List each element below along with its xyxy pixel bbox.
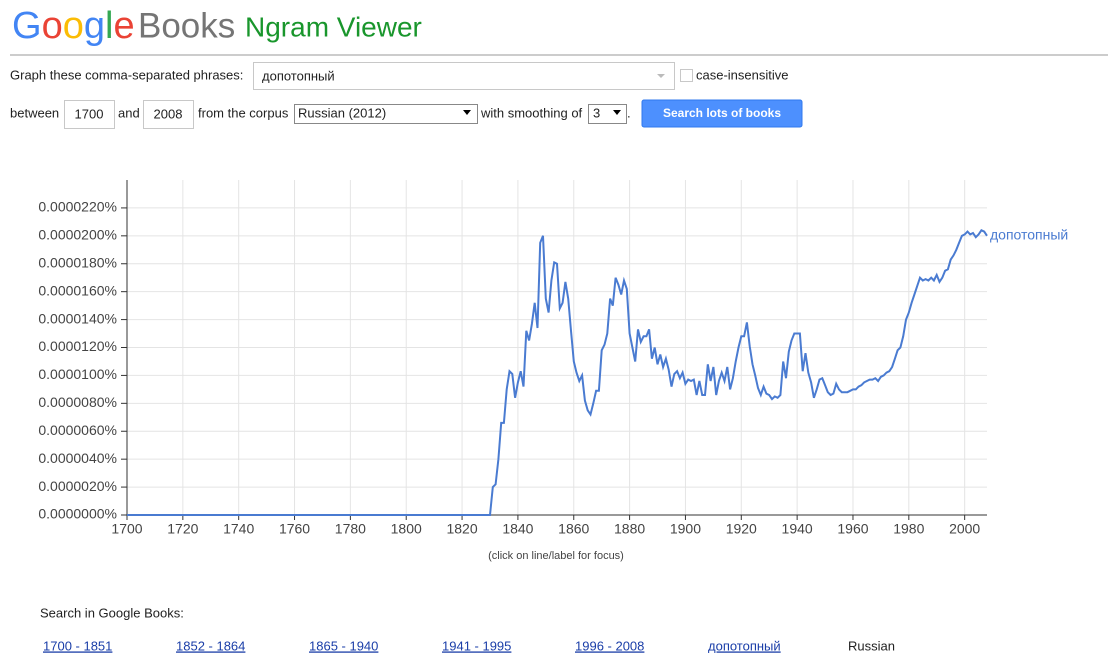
phrases-input[interactable] — [253, 62, 675, 90]
logo-letter: e — [113, 5, 134, 47]
search-link[interactable]: 1700 - 1851 — [43, 638, 112, 653]
end-year: 2008 — [154, 106, 183, 121]
search-link[interactable]: 1852 - 1864 — [176, 638, 245, 653]
chart: 0.0000000% 0.0000020% 0.0000040% 0.0000060%… — [38, 180, 1068, 537]
phrases-label: Graph these comma-separated phrases: — [10, 67, 243, 82]
x-tick-label: 1820 — [446, 521, 477, 537]
y-tick-label: 0.0000120% — [38, 338, 117, 354]
x-tick-label: 1940 — [782, 521, 813, 537]
y-tick-label: 0.0000200% — [38, 227, 117, 243]
corpus-select[interactable] — [294, 104, 478, 124]
search-corpus: Russian — [848, 638, 895, 653]
x-tick-label: 1780 — [335, 521, 366, 537]
x-tick-label: 1740 — [223, 521, 254, 537]
start-year-input[interactable] — [64, 100, 115, 129]
x-tick-label: 1920 — [726, 521, 757, 537]
chart-note: (click on line/label for focus) — [488, 550, 624, 562]
y-tick-label: 0.0000100% — [38, 366, 117, 382]
y-tick-label: 0.0000020% — [38, 478, 117, 494]
x-tick-label: 2000 — [949, 521, 980, 537]
start-year: 1700 — [75, 106, 104, 121]
search-label: Search in Google Books: — [40, 605, 184, 620]
between-label: between — [10, 105, 59, 120]
search-button-label: Search lots of books — [663, 106, 781, 120]
x-tick-label: 1840 — [502, 521, 533, 537]
logo-letter: g — [84, 5, 105, 47]
logo-letter: l — [105, 5, 113, 47]
x-tick-label: 1900 — [670, 521, 701, 537]
y-tick-label: 0.0000180% — [38, 254, 117, 270]
y-tick-label: 0.0000040% — [38, 450, 117, 466]
product-name: Ngram Viewer — [245, 11, 422, 42]
y-tick-label: 0.0000140% — [38, 310, 117, 326]
phrases-value: допотопный — [262, 68, 335, 83]
logo-google: Google — [12, 5, 135, 47]
and-label: and — [118, 105, 140, 120]
x-tick-label: 1720 — [167, 521, 198, 537]
select-arrow — [463, 110, 471, 115]
logo-letter: G — [12, 5, 42, 47]
logo-letter: o — [63, 5, 84, 47]
search-link[interactable]: 1996 - 2008 — [575, 638, 644, 653]
corpus-label: from the corpus — [198, 105, 289, 120]
x-tick-label: 1960 — [837, 521, 868, 537]
checkbox[interactable] — [680, 69, 693, 82]
series-label[interactable]: допотопный — [990, 227, 1068, 243]
smoothing-label: with smoothing of — [480, 105, 583, 120]
dropdown-arrow — [657, 74, 665, 78]
search-link[interactable]: 1865 - 1940 — [309, 638, 378, 653]
search-link[interactable]: 1941 - 1995 — [442, 638, 511, 653]
x-tick-label: 1800 — [391, 521, 422, 537]
select-arrow — [613, 110, 621, 115]
smoothing-value: 3 — [593, 105, 600, 120]
logo-books: Books — [138, 6, 235, 45]
y-tick-label: 0.0000080% — [38, 394, 117, 410]
y-tick-label: 0.0000220% — [38, 199, 117, 215]
search-button[interactable] — [641, 99, 803, 128]
y-tick-label: 0.0000160% — [38, 282, 117, 298]
logo-letter: o — [42, 5, 63, 47]
y-tick-label: 0.0000000% — [38, 506, 117, 522]
x-tick-label: 1760 — [279, 521, 310, 537]
x-tick-label: 1980 — [893, 521, 924, 537]
x-tick-label: 1700 — [111, 521, 142, 537]
x-tick-label: 1880 — [614, 521, 645, 537]
end-year-input[interactable] — [143, 100, 194, 129]
smoothing-select[interactable] — [588, 104, 627, 124]
x-tick-label: 1860 — [558, 521, 589, 537]
checkbox-label: case-insensitive — [696, 67, 789, 82]
search-link[interactable]: допотопный — [708, 638, 781, 653]
y-tick-label: 0.0000060% — [38, 422, 117, 438]
series-line[interactable] — [127, 229, 988, 516]
period: . — [627, 105, 631, 120]
corpus-value: Russian (2012) — [298, 105, 386, 120]
